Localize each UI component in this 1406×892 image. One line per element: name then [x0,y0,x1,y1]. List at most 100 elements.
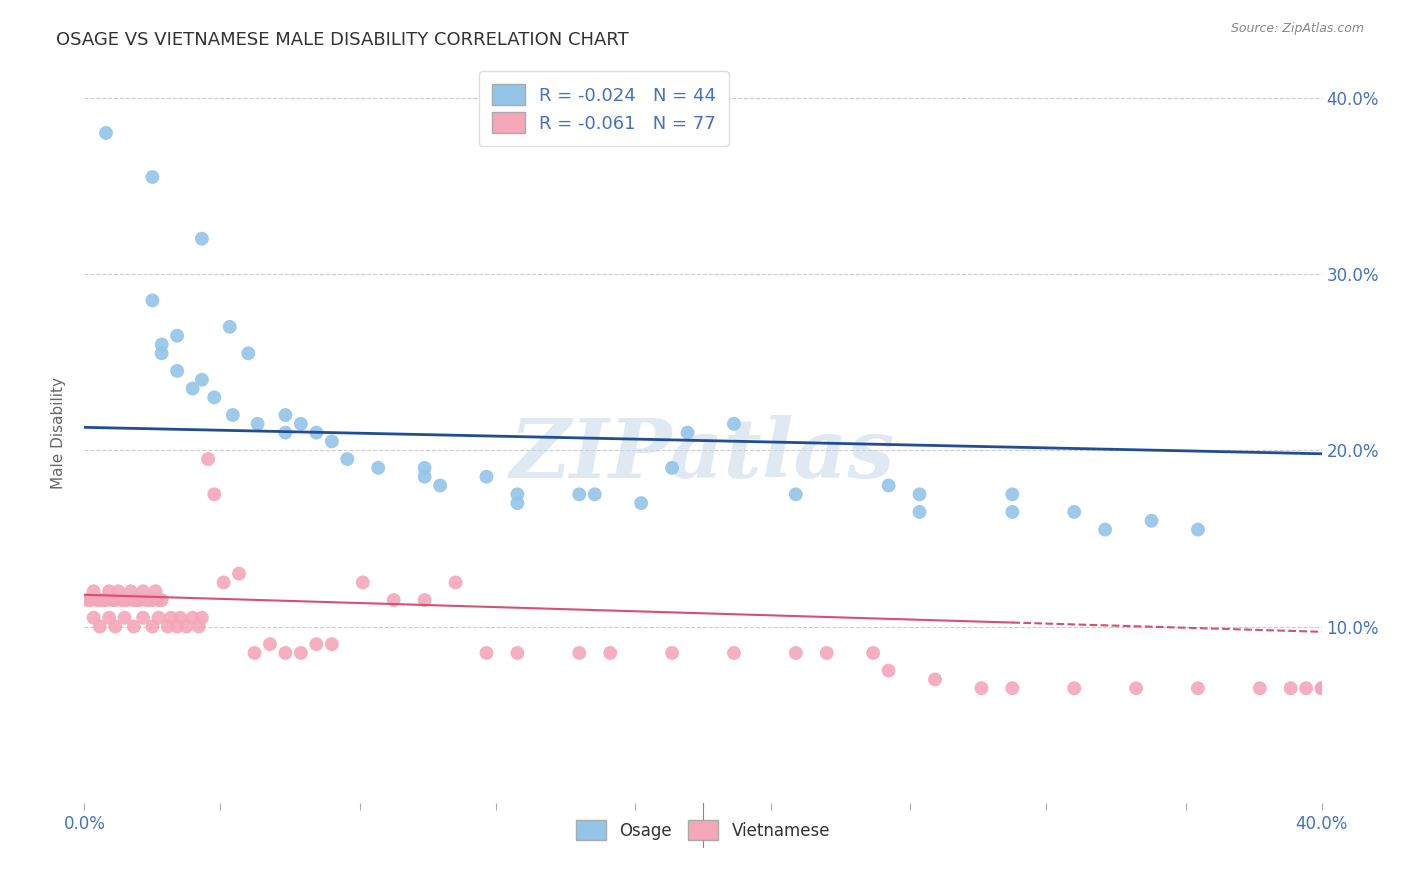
Point [238,346,260,360]
Point [336,452,359,467]
Point [98,610,121,624]
Point [176,619,198,633]
Point [506,496,529,510]
Point [222,408,245,422]
Point [98,584,121,599]
Point [86,593,108,607]
Point [877,478,900,492]
Point [1125,681,1147,696]
Point [83,610,105,624]
Point [1001,505,1024,519]
Point [413,593,436,607]
Point [274,646,297,660]
Point [141,593,163,607]
Point [150,337,173,351]
Point [135,593,157,607]
Point [506,487,529,501]
Point [1295,681,1317,696]
Point [145,584,167,599]
Point [908,487,931,501]
Point [166,328,188,343]
Point [76,593,98,607]
Point [429,478,451,492]
Point [908,505,931,519]
Point [243,646,266,660]
Point [568,487,591,501]
Legend: Osage, Vietnamese: Osage, Vietnamese [569,814,837,847]
Point [101,593,124,607]
Point [122,593,145,607]
Point [305,425,328,440]
Point [110,593,132,607]
Point [970,681,993,696]
Point [94,126,117,140]
Point [785,487,807,501]
Point [367,461,389,475]
Point [120,584,142,599]
Text: Source: ZipAtlas.com: Source: ZipAtlas.com [1230,22,1364,36]
Point [228,566,250,581]
Point [1310,681,1333,696]
Point [218,319,240,334]
Point [290,417,312,431]
Point [79,593,101,607]
Point [202,487,225,501]
Point [122,619,145,633]
Point [475,646,498,660]
Point [413,469,436,483]
Point [321,637,343,651]
Point [150,346,173,360]
Point [166,619,188,633]
Point [181,382,204,396]
Point [141,619,163,633]
Point [191,232,214,246]
Point [274,425,297,440]
Point [212,575,235,590]
Point [1187,681,1209,696]
Point [862,646,884,660]
Point [91,593,114,607]
Point [1187,523,1209,537]
Point [1279,681,1302,696]
Point [148,610,170,624]
Point [114,593,136,607]
Point [132,584,155,599]
Point [444,575,467,590]
Text: OSAGE VS VIETNAMESE MALE DISABILITY CORRELATION CHART: OSAGE VS VIETNAMESE MALE DISABILITY CORR… [56,31,628,49]
Point [1310,681,1333,696]
Text: ZIPatlas: ZIPatlas [510,415,896,495]
Point [89,619,111,633]
Point [202,390,225,404]
Point [89,593,111,607]
Point [290,646,312,660]
Point [274,408,297,422]
Point [877,664,900,678]
Point [187,619,209,633]
Point [506,646,529,660]
Point [94,593,117,607]
Point [723,417,745,431]
Point [197,452,219,467]
Point [815,646,838,660]
Point [181,610,204,624]
Point [1063,681,1085,696]
Point [630,496,652,510]
Point [104,619,127,633]
Point [583,487,606,501]
Point [150,593,173,607]
Point [125,593,148,607]
Point [107,584,129,599]
Point [1063,505,1085,519]
Point [141,169,163,184]
Point [1249,681,1271,696]
Point [676,425,699,440]
Point [661,461,683,475]
Point [1001,487,1024,501]
Point [191,373,214,387]
Point [1094,523,1116,537]
Point [259,637,281,651]
Point [160,610,183,624]
Point [141,293,163,308]
Point [723,646,745,660]
Point [156,619,179,633]
